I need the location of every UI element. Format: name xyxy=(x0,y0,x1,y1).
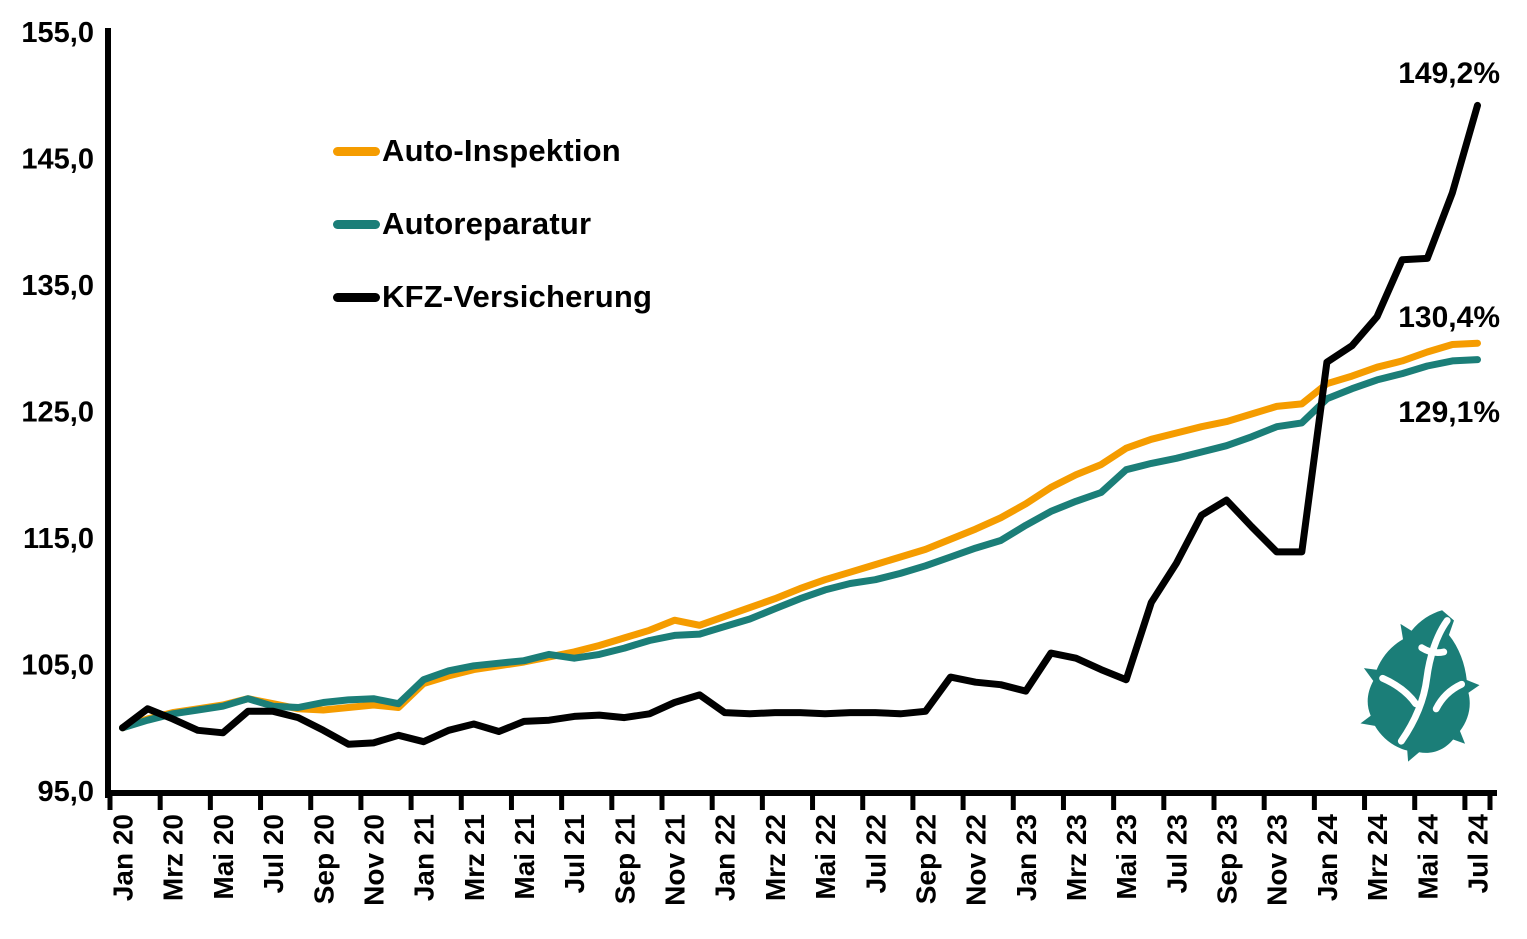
x-tick-mark xyxy=(308,793,314,810)
x-tick-mark xyxy=(659,793,665,810)
x-tick-mark xyxy=(508,793,514,810)
x-axis-tick-label: Mai 20 xyxy=(208,814,239,900)
x-tick-mark xyxy=(1161,793,1167,810)
x-axis-tick-label: Sep 21 xyxy=(609,814,640,904)
x-axis-tick-label: Mrz 24 xyxy=(1362,814,1393,902)
x-tick-mark xyxy=(609,793,615,810)
x-tick-mark xyxy=(408,793,414,810)
x-axis-tick-label: Jan 23 xyxy=(1011,814,1042,901)
x-tick-mark xyxy=(1211,793,1217,810)
x-axis-tick-label: Jul 20 xyxy=(258,814,289,893)
x-tick-mark xyxy=(1487,793,1493,810)
x-tick-mark xyxy=(1311,793,1317,810)
x-tick-mark xyxy=(559,793,565,810)
x-axis-tick-label: Nov 22 xyxy=(961,814,992,906)
x-axis-tick-label: Nov 20 xyxy=(358,814,389,906)
y-axis-tick-label: 125,0 xyxy=(21,397,94,429)
x-axis-tick-label: Sep 22 xyxy=(910,814,941,904)
y-axis-tick-label: 155,0 xyxy=(21,17,94,49)
teal-leaf-logo xyxy=(1360,610,1480,762)
x-tick-mark xyxy=(1462,793,1468,810)
x-tick-mark xyxy=(157,793,163,810)
legend-item-autoreparatur: Autoreparatur xyxy=(333,204,652,244)
x-axis-tick-label: Mai 24 xyxy=(1412,814,1443,900)
x-axis-tick-label: Sep 20 xyxy=(308,814,339,904)
x-axis-tick-label: Mrz 22 xyxy=(760,814,791,901)
y-axis-line xyxy=(105,28,111,798)
legend-item-kfz-versicherung: KFZ-Versicherung xyxy=(333,277,652,317)
x-tick-mark xyxy=(759,793,765,810)
x-tick-mark xyxy=(207,793,213,810)
x-axis-tick-label: Mai 22 xyxy=(810,814,841,900)
legend-swatch-kfz-versicherung-icon xyxy=(333,292,380,302)
legend-item-auto-inspektion: Auto-Inspektion xyxy=(333,131,652,171)
x-tick-mark xyxy=(810,793,816,810)
x-axis-line xyxy=(105,790,1497,796)
x-axis-tick-label: Nov 21 xyxy=(660,814,691,906)
x-tick-mark xyxy=(1261,793,1267,810)
x-axis-tick-label: Jan 24 xyxy=(1312,814,1343,902)
legend-swatch-auto-inspektion-icon xyxy=(333,146,380,156)
x-tick-mark xyxy=(709,793,715,810)
series-line-kfz-versicherung xyxy=(119,101,1481,748)
x-tick-mark xyxy=(910,793,916,810)
x-axis-tick-label: Jul 21 xyxy=(559,814,590,893)
x-tick-mark xyxy=(358,793,364,810)
x-tick-mark xyxy=(1412,793,1418,810)
series-line-auto-inspektion xyxy=(119,339,1481,732)
x-tick-mark xyxy=(860,793,866,810)
x-axis-tick-label: Nov 23 xyxy=(1262,814,1293,906)
x-tick-mark xyxy=(1010,793,1016,810)
x-axis-tick-label: Jul 23 xyxy=(1161,814,1192,893)
y-axis-tick-label: 145,0 xyxy=(21,144,94,176)
x-axis-tick-label: Mrz 20 xyxy=(158,814,189,901)
x-axis-tick-label: Mrz 23 xyxy=(1061,814,1092,901)
end-value-kfz-versicherung: 149,2% xyxy=(1398,57,1500,90)
x-axis-tick-label: Mai 23 xyxy=(1111,814,1142,900)
x-axis-tick-label: Mai 21 xyxy=(509,814,540,900)
y-axis-tick-label: 105,0 xyxy=(21,650,94,682)
y-axis-tick-label: 115,0 xyxy=(23,523,94,555)
x-axis-tick-label: Sep 23 xyxy=(1212,814,1243,904)
x-tick-mark xyxy=(1362,793,1368,810)
legend-swatch-autoreparatur-icon xyxy=(333,219,380,229)
x-axis-tick-label: Jul 24 xyxy=(1462,814,1493,894)
end-value-auto-inspektion: 130,4% xyxy=(1398,301,1500,334)
y-axis-tick-label: 135,0 xyxy=(21,270,94,302)
end-value-autoreparatur: 129,1% xyxy=(1398,396,1500,429)
x-axis-tick-label: Jan 22 xyxy=(710,814,741,901)
legend-label-autoreparatur: Autoreparatur xyxy=(382,206,592,241)
legend-label-kfz-versicherung: KFZ-Versicherung xyxy=(382,279,653,314)
x-axis-tick-label: Mrz 21 xyxy=(459,814,490,901)
x-axis-tick-label: Jul 22 xyxy=(860,814,891,893)
x-axis-tick-label: Jan 21 xyxy=(409,814,440,901)
x-tick-mark xyxy=(1060,793,1066,810)
y-axis-tick-label: 95,0 xyxy=(38,776,94,808)
legend-label-auto-inspektion: Auto-Inspektion xyxy=(382,133,621,168)
x-tick-mark xyxy=(1111,793,1117,810)
x-tick-mark xyxy=(960,793,966,810)
series-line-autoreparatur xyxy=(119,356,1481,732)
x-tick-mark xyxy=(458,793,464,810)
x-tick-mark xyxy=(258,793,264,810)
chart-legend: Auto-Inspektion Autoreparatur KFZ-Versic… xyxy=(333,131,652,350)
x-tick-mark xyxy=(107,793,113,810)
x-axis-tick-label: Jan 20 xyxy=(108,814,139,901)
